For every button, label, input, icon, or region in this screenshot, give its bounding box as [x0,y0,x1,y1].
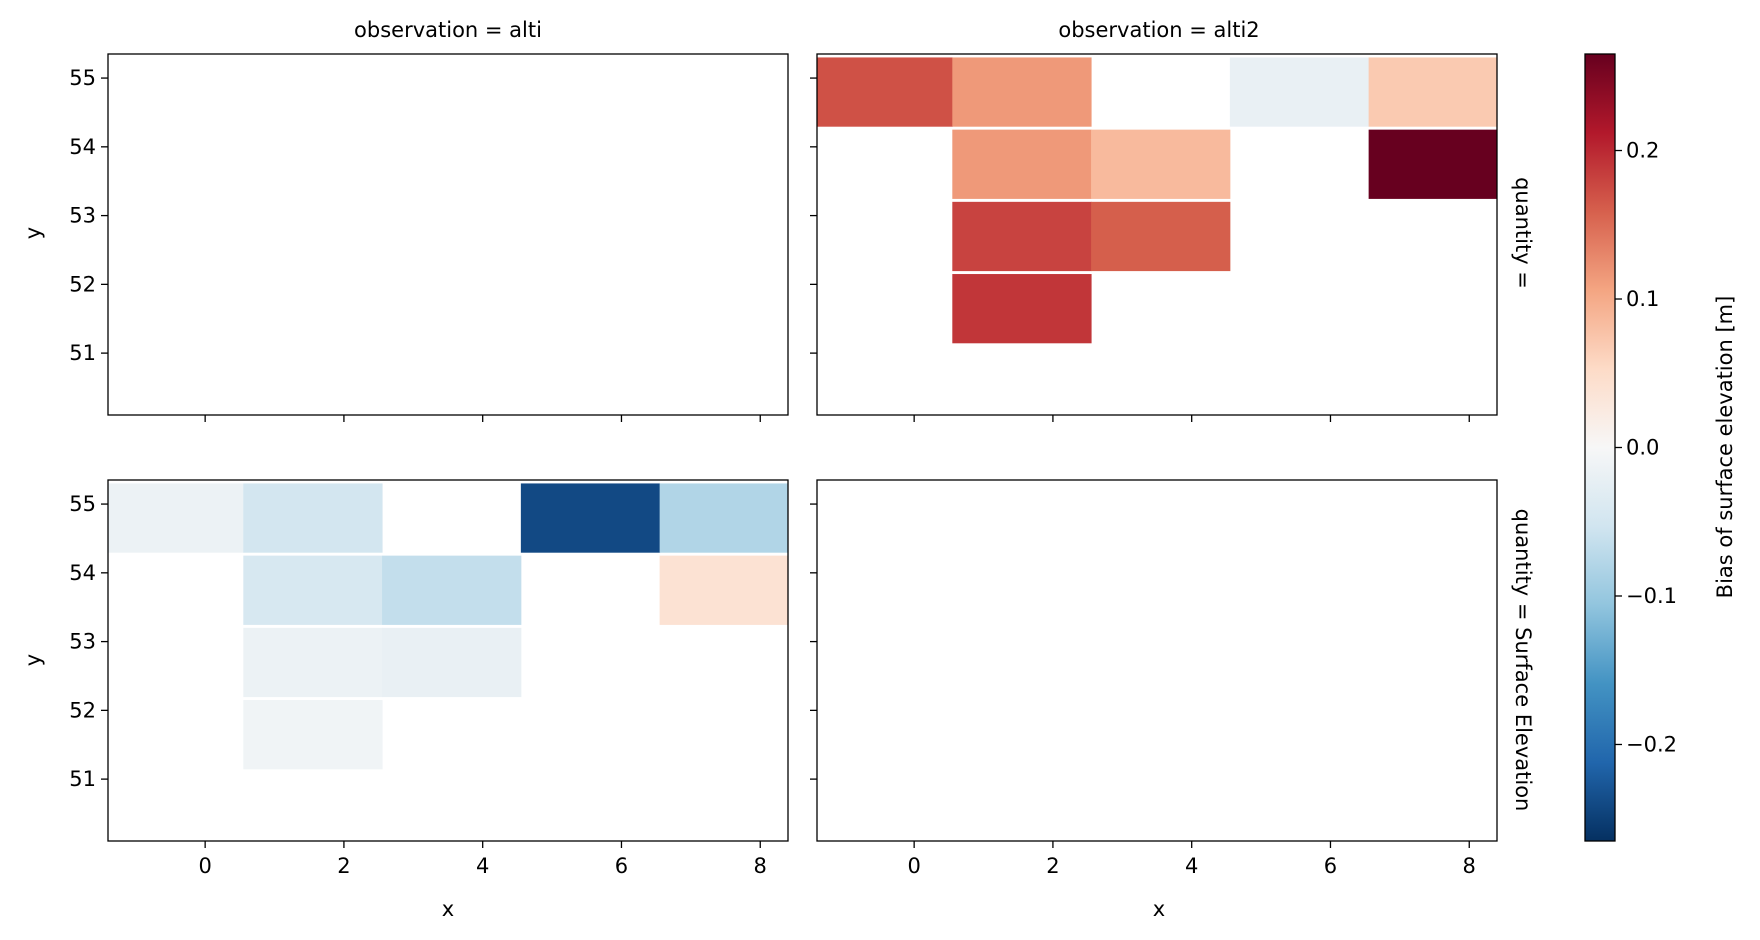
x-tick-label: 0 [907,854,920,878]
x-tick-label: 2 [1046,854,1059,878]
facet-panel-r0-c0: 51 52 53 54 55 [69,53,789,422]
x-tick-label: 4 [476,854,489,878]
heatmap-cell [817,57,953,127]
panel-frame [816,53,1498,416]
y-tick-label: 51 [69,341,96,365]
panel-frame [816,479,1498,842]
heatmap-cell [1091,201,1231,272]
colorbar-tick-label: 0.0 [1626,436,1659,460]
x-tick-label: 8 [1463,854,1476,878]
facet-panel-r0-c1 [810,53,1498,422]
y-tick-label: 54 [69,561,96,585]
row-title-bottom: quantity = Surface Elevation [1511,509,1535,812]
y-tick-label: 54 [69,135,96,159]
heatmap-cell [1229,57,1370,127]
x-tick-label: 2 [337,854,350,878]
heatmap-cell [520,483,661,553]
y-tick-label: 53 [69,630,96,654]
colorbar-tick-label: 0.2 [1626,139,1659,163]
colorbar-label: Bias of surface elevation [m] [1713,296,1737,599]
panels-layer: 51 52 53 54 55 0 2 4 6 8 51 52 53 54 55 0 2 4 6 8 [69,53,1498,878]
heatmap-cell [243,700,383,770]
panel-frame [107,53,789,416]
heatmap-cell [1091,129,1231,199]
y-tick-label: 51 [69,767,96,791]
y-axis-label-bottom: y [21,654,45,666]
row-title-top: quantity = [1511,177,1535,289]
panel-background [108,54,788,415]
heatmap-cell [243,555,383,625]
colorbar-gradient [1584,53,1616,842]
heatmap-cell [952,201,1092,272]
y-axis-label-top: y [21,227,45,239]
x-axis-label-left: x [442,897,454,921]
colorbar: −0.2 −0.1 0.0 0.1 0.2 Bias of surface elevat… [1584,53,1737,842]
y-tick-label: 55 [69,66,96,90]
y-tick-label: 52 [69,698,96,722]
heatmap-cell [952,274,1092,344]
panel-frame [107,479,789,842]
x-tick-label: 6 [1324,854,1337,878]
heatmap-cell [659,483,789,553]
heatmap-cell [952,57,1092,127]
heatmap-cell [1368,57,1498,127]
heatmap-cell [659,555,789,625]
facet-titles: observation = alti observation = alti2 q… [354,18,1535,811]
facet-panel-r1-c1: 0 2 4 6 8 [810,479,1498,878]
col-title-alti2: observation = alti2 [1058,18,1259,42]
x-axis-label-right: x [1153,897,1165,921]
heatmap-cell [952,129,1092,199]
col-title-alti: observation = alti [354,18,542,42]
colorbar-ticks: −0.2 −0.1 0.0 0.1 0.2 [1615,139,1677,756]
heatmap-cell [108,483,244,553]
x-tick-label: 4 [1185,854,1198,878]
x-tick-label: 8 [754,854,767,878]
y-tick-label: 52 [69,272,96,296]
colorbar-tick-label: −0.1 [1626,584,1677,608]
x-tick-label: 0 [198,854,211,878]
heatmap-cell [382,627,522,698]
colorbar-tick-label: 0.1 [1626,287,1659,311]
axis-labels: y y x x [21,227,1165,921]
colorbar-tick-label: −0.2 [1626,732,1677,756]
x-tick-label: 6 [615,854,628,878]
heatmap-cell [243,483,383,553]
facet-panel-r1-c0: 0 2 4 6 8 51 52 53 54 55 [69,479,789,878]
y-tick-label: 55 [69,492,96,516]
heatmap-cell [1368,129,1498,199]
panel-background [817,480,1497,841]
y-tick-label: 53 [69,204,96,228]
heatmap-cell [243,627,383,698]
heatmap-cell [382,555,522,625]
